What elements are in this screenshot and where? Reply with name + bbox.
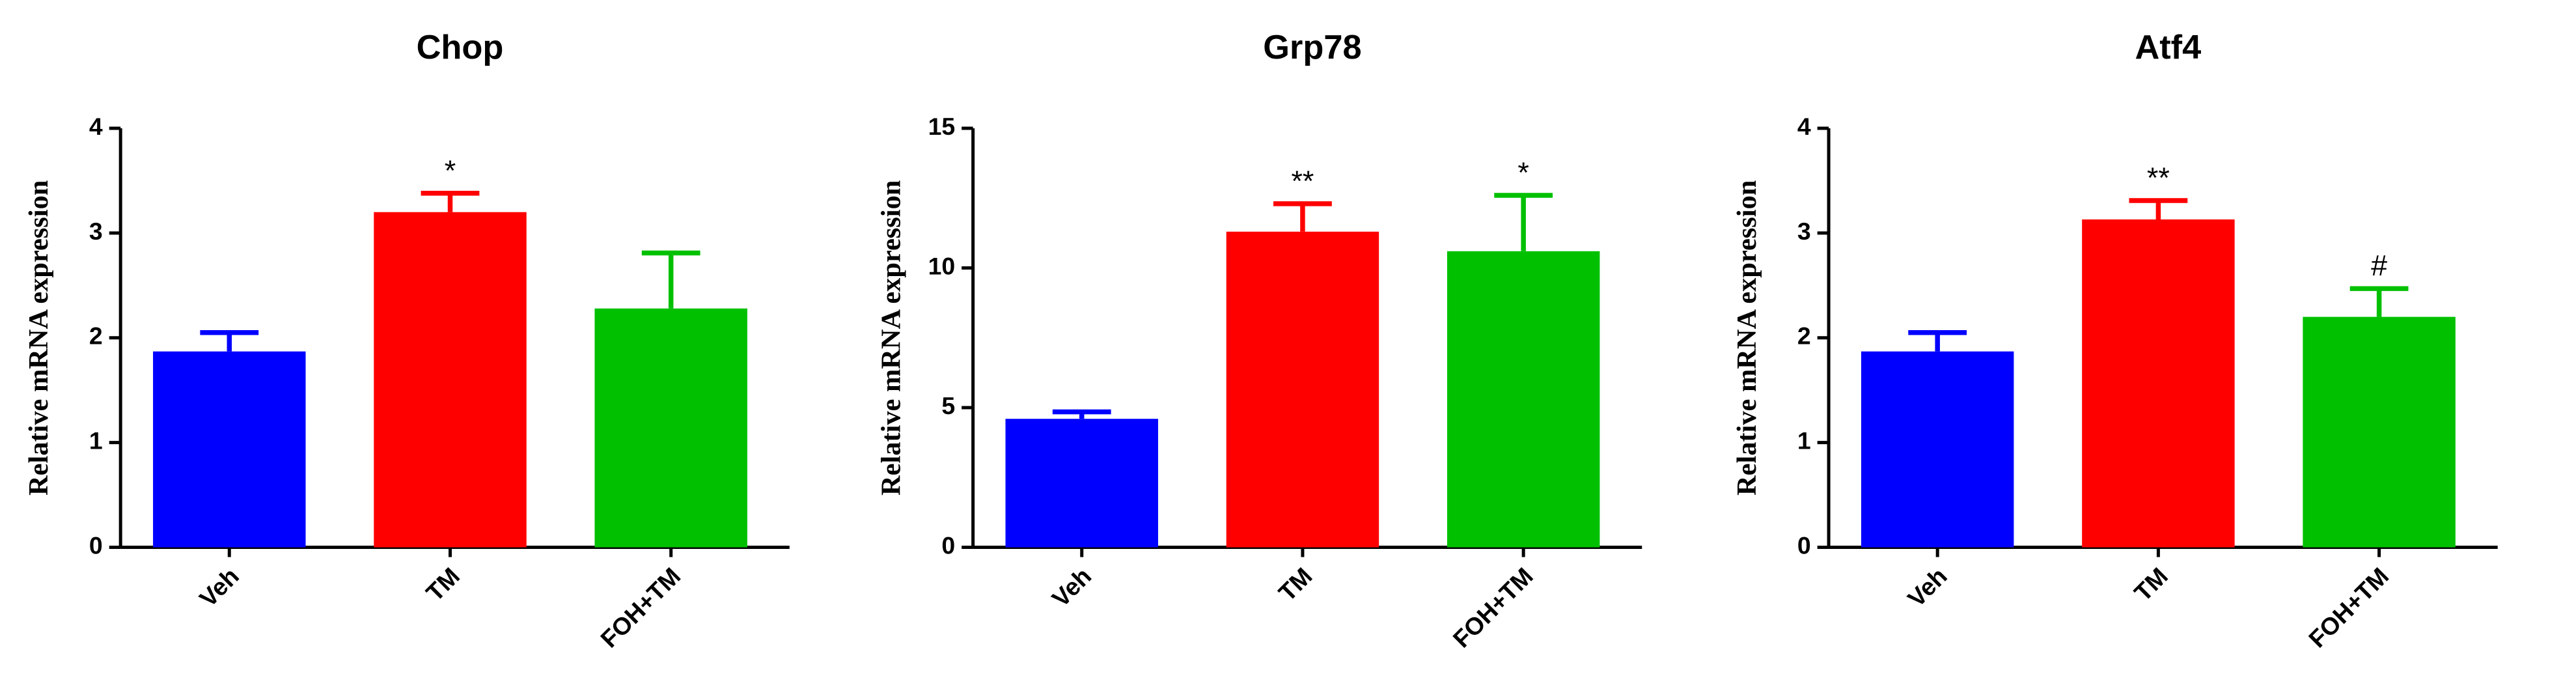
y-tick-label: 10 <box>928 252 956 279</box>
chart-title: Grp78 <box>1263 29 1361 66</box>
x-tick-label: FOH+TM <box>595 562 686 652</box>
chart-title: Atf4 <box>2135 29 2201 66</box>
x-tick-label: TM <box>2129 562 2173 606</box>
y-tick-label: 15 <box>928 113 956 140</box>
significance-mark: # <box>2371 249 2387 282</box>
significance-mark: ** <box>2147 161 2170 194</box>
y-tick-label: 4 <box>1797 113 1811 140</box>
bar <box>153 351 306 548</box>
y-tick-label: 2 <box>1797 322 1811 350</box>
y-tick-label: 3 <box>1797 217 1811 245</box>
x-tick-label: TM <box>1273 562 1318 606</box>
y-axis-label: Relative mRNA expression <box>1732 180 1762 496</box>
bar <box>1447 251 1600 548</box>
bar <box>2303 316 2456 548</box>
chart-panel: Grp78 Relative mRNA expression 0 5 10 15 Veh TM… <box>876 29 1642 653</box>
bar <box>2082 219 2235 548</box>
x-tick-label: Veh <box>1902 562 1952 612</box>
y-axis-label: Relative mRNA expression <box>23 180 54 496</box>
bar <box>374 212 527 548</box>
bar <box>1861 351 2014 548</box>
y-tick-label: 1 <box>89 427 103 455</box>
bar <box>1226 231 1379 548</box>
x-tick-label: FOH+TM <box>1448 562 1538 652</box>
y-tick-label: 0 <box>89 531 103 559</box>
significance-mark: * <box>1517 156 1529 189</box>
chart-panel: Chop Relative mRNA expression 0 1 2 3 4 Veh TM * F… <box>23 29 790 653</box>
y-tick-label: 3 <box>89 217 103 245</box>
y-tick-label: 4 <box>89 113 103 140</box>
x-tick-label: Veh <box>1047 562 1097 612</box>
y-axis-label: Relative mRNA expression <box>876 180 906 496</box>
x-tick-label: FOH+TM <box>2303 562 2394 652</box>
y-tick-label: 5 <box>941 392 955 419</box>
x-tick-label: TM <box>421 562 465 606</box>
chart-title: Chop <box>417 29 504 66</box>
y-tick-label: 2 <box>89 322 103 350</box>
y-tick-label: 0 <box>941 531 955 559</box>
bar <box>594 308 747 548</box>
x-tick-label: Veh <box>194 562 244 612</box>
significance-mark: * <box>445 154 456 187</box>
significance-mark: ** <box>1291 164 1314 197</box>
chart-panel: Atf4 Relative mRNA expression 0 1 2 3 4 Veh TM **… <box>1732 29 2498 653</box>
bar <box>1005 419 1158 548</box>
y-tick-label: 1 <box>1797 427 1811 455</box>
y-tick-label: 0 <box>1797 531 1811 559</box>
